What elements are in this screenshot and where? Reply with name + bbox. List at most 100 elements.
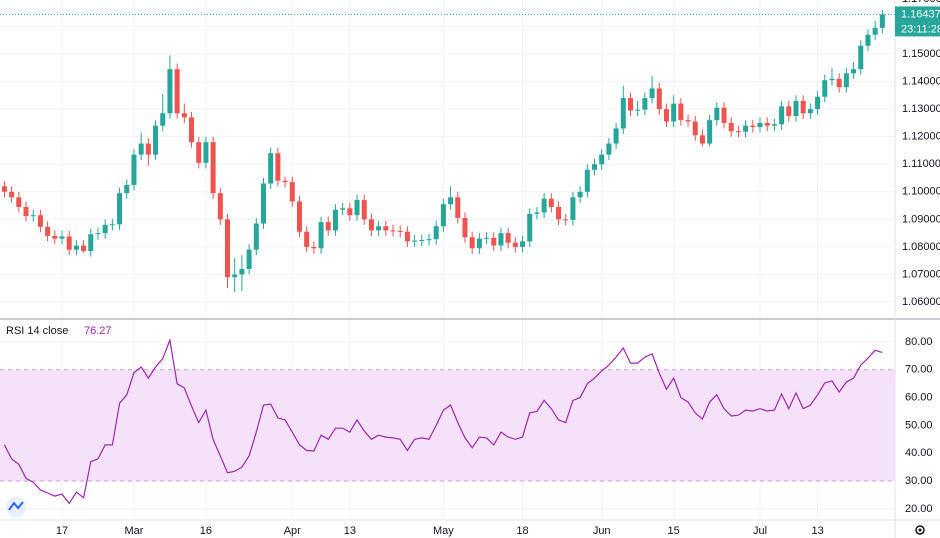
x-tick-label: 13 xyxy=(811,525,823,537)
candle-body xyxy=(390,230,396,232)
candle-body xyxy=(304,231,310,247)
candle-body xyxy=(16,197,22,207)
candle-body xyxy=(649,88,655,99)
candle-body xyxy=(66,236,72,250)
y-tick-label: 30.00 xyxy=(905,475,933,487)
candle-body xyxy=(383,226,389,231)
y-tick-label: 1.13000 xyxy=(902,103,940,115)
candle-body xyxy=(268,153,274,184)
candle-body xyxy=(404,231,410,242)
candle-body xyxy=(735,131,741,133)
candle-body xyxy=(95,233,101,235)
candle-body xyxy=(225,219,231,278)
last-price-label: 1.16437 xyxy=(901,8,940,20)
candle-body xyxy=(570,197,576,220)
candle-body xyxy=(311,246,317,249)
candle-body xyxy=(764,122,770,126)
candle-body xyxy=(563,219,569,221)
candle-body xyxy=(246,249,252,269)
candle-body xyxy=(109,224,115,226)
x-tick-label: 16 xyxy=(200,525,212,537)
candle-body xyxy=(361,200,367,220)
candle-body xyxy=(232,274,238,278)
candle-body xyxy=(448,197,454,205)
candle-body xyxy=(469,237,475,249)
candle-body xyxy=(685,120,691,122)
settings-icon[interactable] xyxy=(915,525,925,535)
candle-body xyxy=(592,164,598,170)
candle-body xyxy=(620,98,626,129)
candle-body xyxy=(613,128,619,144)
candle-body xyxy=(815,96,821,110)
candle-body xyxy=(836,78,842,88)
y-tick-label: 1.09000 xyxy=(902,213,940,225)
candle-body xyxy=(728,122,734,132)
candle-body xyxy=(527,213,533,242)
x-tick-label: 18 xyxy=(516,525,528,537)
candle-body xyxy=(210,142,216,194)
candle-body xyxy=(397,230,403,232)
candle-body xyxy=(879,14,885,28)
candle-body xyxy=(318,222,324,249)
candle-body xyxy=(117,193,123,225)
candle-body xyxy=(289,182,295,202)
candle-body xyxy=(671,103,677,122)
candle-body xyxy=(656,88,662,110)
candle-body xyxy=(368,219,374,231)
candle-body xyxy=(45,226,51,236)
candle-body xyxy=(196,142,202,163)
x-tick-label: Jul xyxy=(753,525,767,537)
candle-body xyxy=(332,209,338,231)
candle-body xyxy=(505,233,511,243)
rsi-last-value: 76.27 xyxy=(84,325,112,337)
candle-body xyxy=(23,206,29,217)
y-tick-label: 1.10000 xyxy=(902,186,940,198)
candle-body xyxy=(160,113,166,126)
candle-body xyxy=(37,215,43,227)
countdown-box xyxy=(895,22,940,37)
x-tick-label: 13 xyxy=(344,525,356,537)
x-tick-label: 15 xyxy=(668,525,680,537)
candle-body xyxy=(843,73,849,88)
candle-body xyxy=(419,240,425,242)
candle-body xyxy=(440,204,446,227)
x-tick-label: May xyxy=(433,525,454,537)
y-tick-label: 1.12000 xyxy=(902,131,940,143)
candle-body xyxy=(203,142,209,163)
candle-body xyxy=(584,169,590,192)
candle-body xyxy=(462,217,468,238)
candle-body xyxy=(376,226,382,231)
candle-body xyxy=(476,238,482,249)
y-tick-label: 1.15000 xyxy=(902,48,940,60)
candle-body xyxy=(138,143,144,155)
candle-body xyxy=(779,106,785,125)
y-tick-label: 60.00 xyxy=(905,392,933,404)
candle-body xyxy=(354,200,360,216)
candle-body xyxy=(692,121,698,136)
candle-body xyxy=(872,27,878,35)
candle-body xyxy=(296,201,302,232)
x-tick-label: Apr xyxy=(284,525,301,537)
y-tick-label: 1.17000 xyxy=(902,0,940,5)
candle-body xyxy=(484,237,490,239)
candle-body xyxy=(426,239,432,241)
candle-body xyxy=(642,98,648,110)
candle-body xyxy=(865,34,871,46)
candle-body xyxy=(124,184,130,194)
candle-body xyxy=(512,242,518,247)
price-pane xyxy=(1,9,885,293)
candle-body xyxy=(548,198,554,207)
candle-body xyxy=(1,186,7,192)
candle-body xyxy=(325,222,331,231)
candle-body xyxy=(786,106,792,117)
candle-body xyxy=(800,100,806,114)
candle-body xyxy=(30,215,36,217)
candle-body xyxy=(81,245,87,252)
candle-body xyxy=(627,98,633,111)
rsi-title: RSI 14 close xyxy=(6,325,68,337)
candle-body xyxy=(59,236,65,239)
candle-body xyxy=(858,45,864,70)
